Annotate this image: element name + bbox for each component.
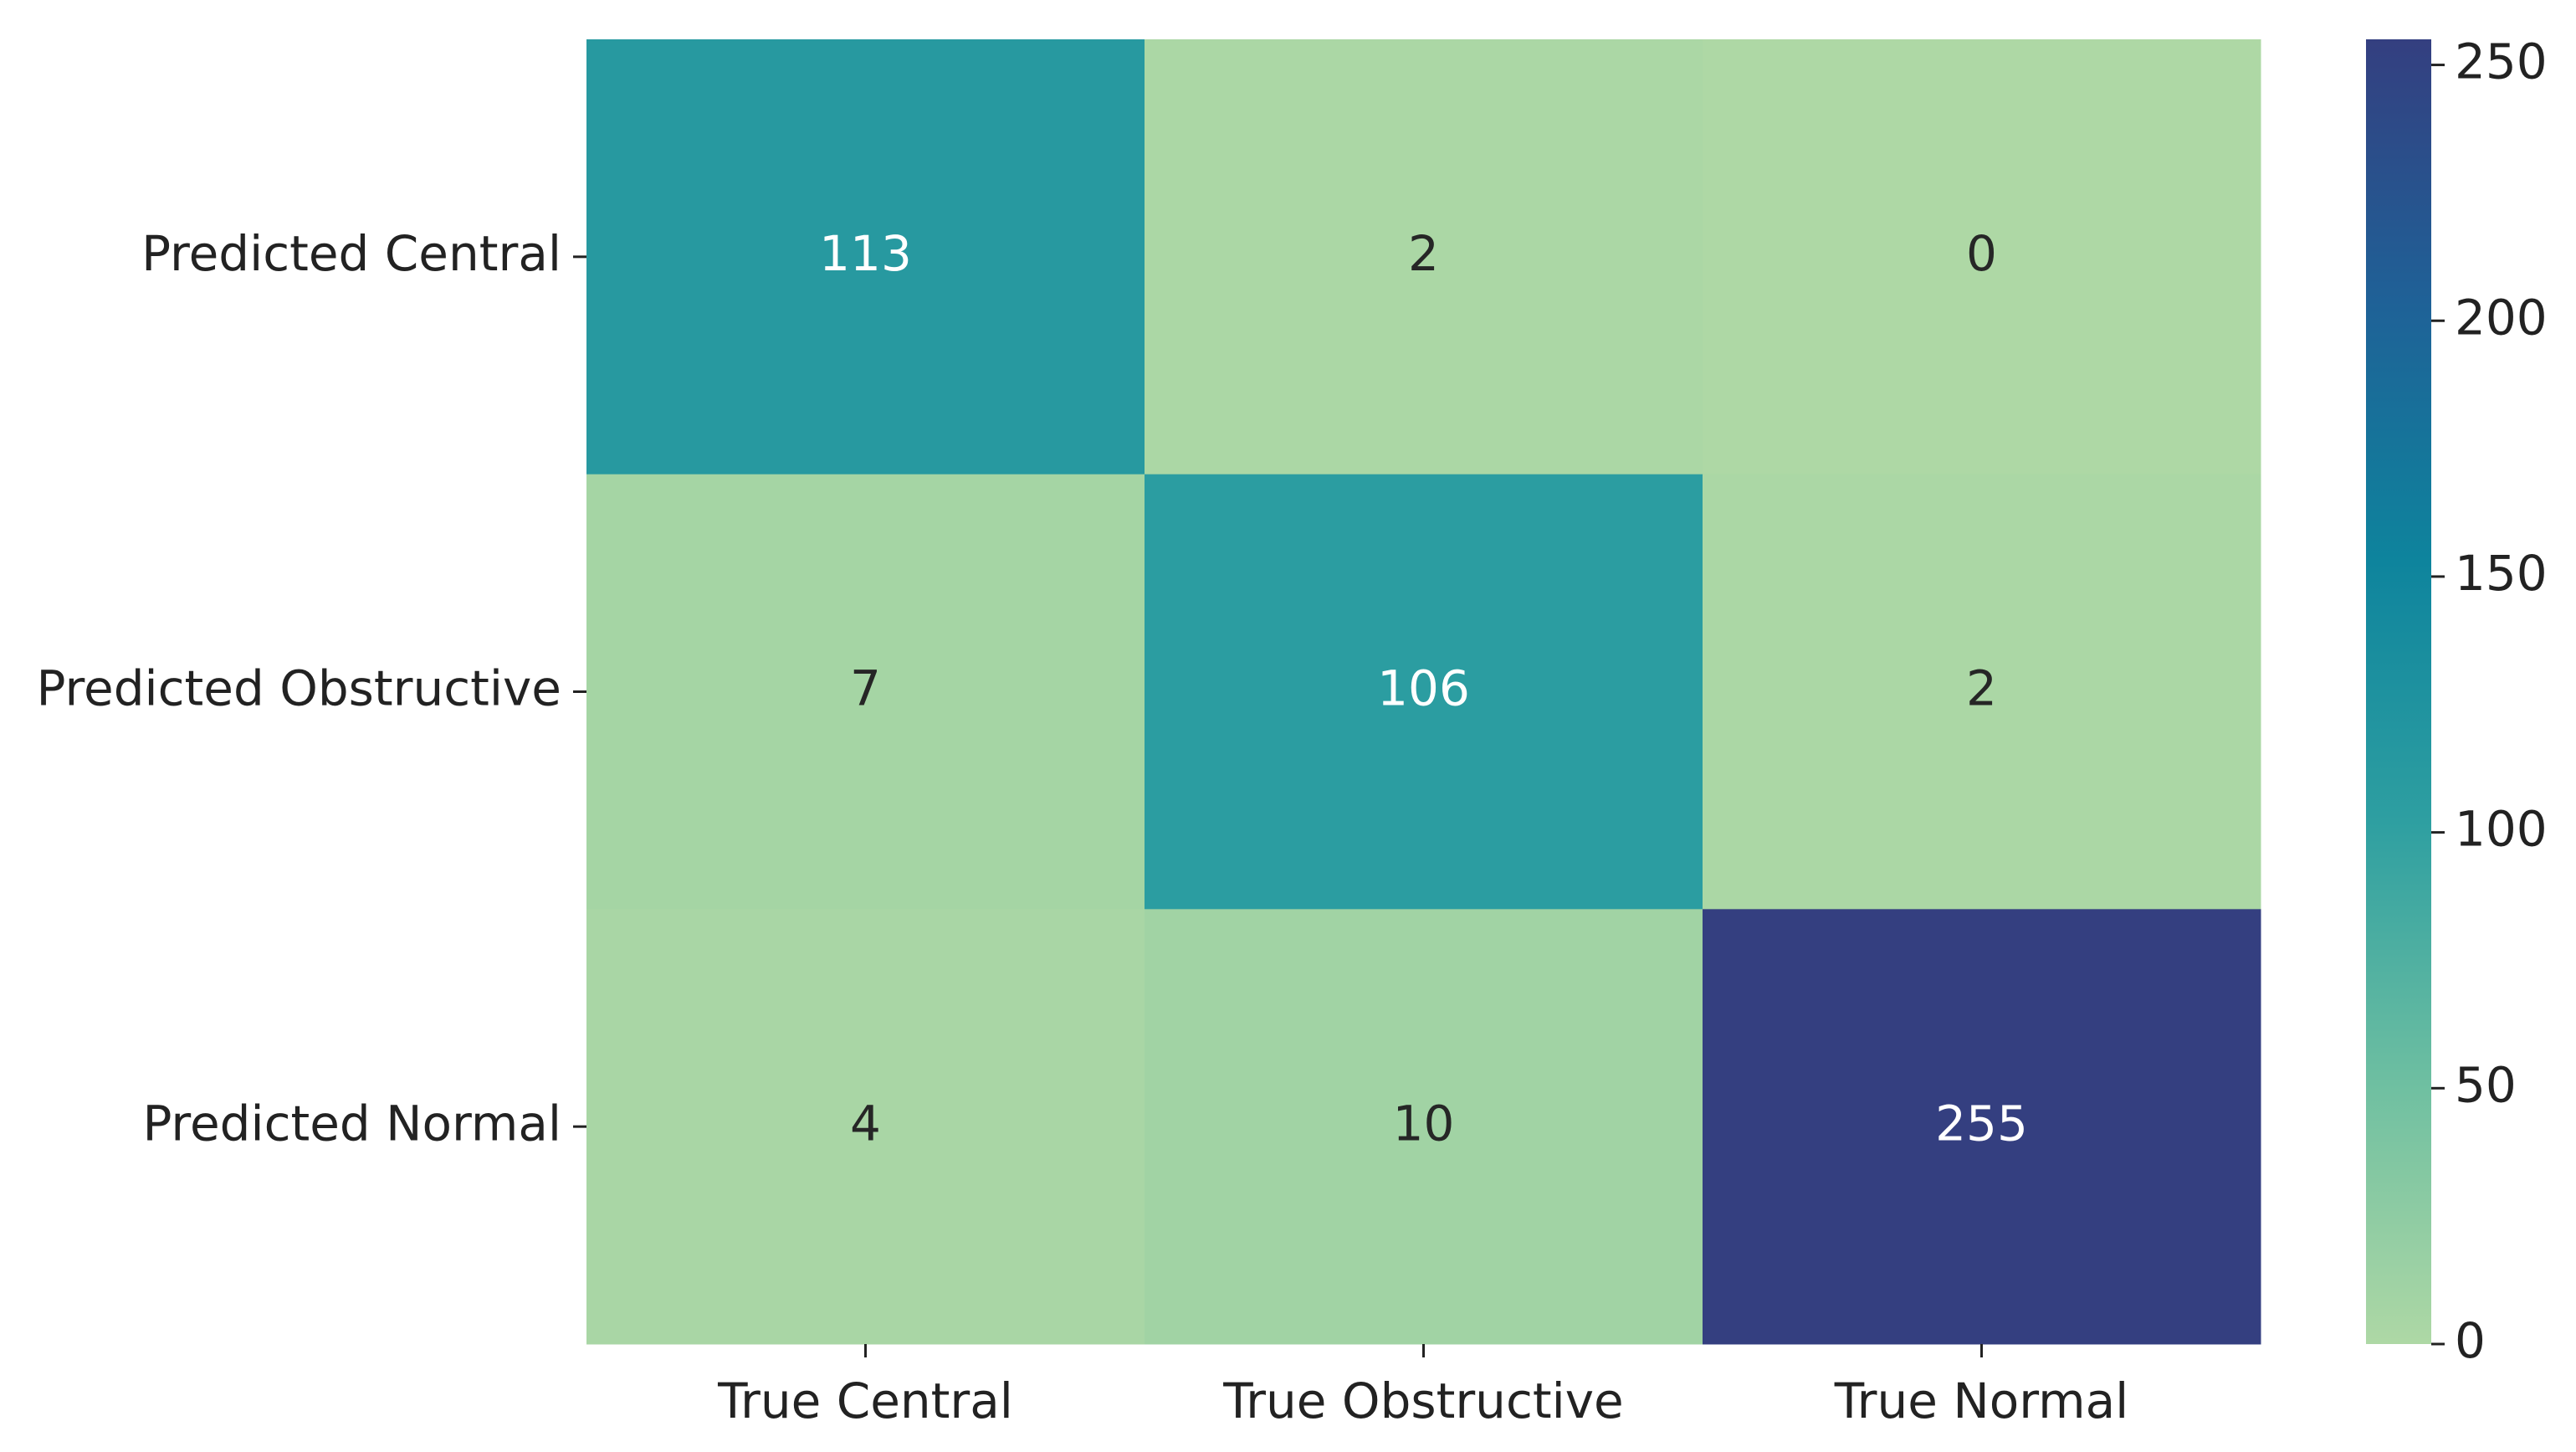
heatmap-cell — [1145, 39, 1703, 475]
cell-label: 0 — [1966, 225, 1997, 282]
y-tick-label: Predicted Obstructive — [37, 660, 562, 717]
heatmap-cell — [586, 39, 1145, 475]
heatmap-cell — [1145, 474, 1703, 910]
colorbar-tick-label: 200 — [2455, 289, 2548, 346]
x-tick-label: True Normal — [1834, 1372, 2128, 1429]
cell-label: 4 — [850, 1095, 881, 1152]
colorbar-tick-label: 100 — [2455, 801, 2548, 858]
cell-label: 113 — [819, 225, 912, 282]
y-tick-label: Predicted Normal — [142, 1095, 561, 1152]
heatmap-cell — [1703, 39, 2261, 475]
y-tick-label: Predicted Central — [141, 225, 561, 282]
cell-label: 10 — [1393, 1095, 1455, 1152]
cell-label: 106 — [1377, 660, 1470, 717]
heatmap-cell — [1703, 474, 2261, 910]
heatmap-cell — [586, 909, 1145, 1345]
cell-label: 255 — [1935, 1095, 2028, 1152]
heatmap-cell — [586, 474, 1145, 910]
colorbar-tick-label: 250 — [2455, 33, 2548, 90]
cell-label: 7 — [850, 660, 881, 717]
colorbar-tick-label: 150 — [2455, 545, 2548, 602]
colorbar — [2366, 39, 2431, 1344]
x-tick-label: True Obstructive — [1222, 1372, 1623, 1429]
cell-label: 2 — [1408, 225, 1439, 282]
heatmap-cell — [1703, 909, 2261, 1345]
cell-label: 2 — [1966, 660, 1997, 717]
colorbar-tick-label: 0 — [2455, 1312, 2486, 1369]
x-tick-label: True Central — [717, 1372, 1013, 1429]
heatmap-cell — [1145, 909, 1703, 1345]
colorbar-tick-label: 50 — [2455, 1056, 2517, 1113]
